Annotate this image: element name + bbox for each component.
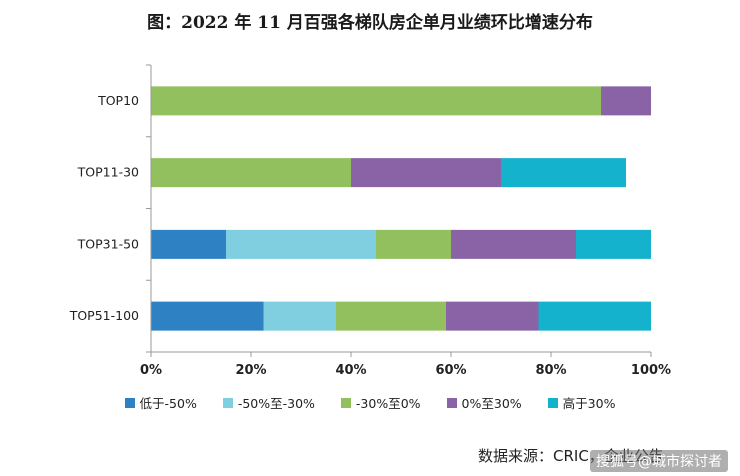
- legend-item-5: 高于30%: [547, 393, 616, 412]
- bar-segment-4-2: [263, 301, 336, 331]
- bar-segment-3-3: [376, 229, 451, 259]
- legend-swatch-5: [547, 397, 558, 408]
- x-tick-label-5: 80%: [535, 363, 566, 378]
- bar-segment-3-1: [151, 229, 226, 259]
- chart-plot: TOP10 TOP11-30 TOP31-50 TOP51-100 0% 20% 40% 60…: [69, 64, 671, 378]
- legend-label-2: -50%至-30%: [237, 396, 315, 411]
- legend: 低于-50% -50%至-30% -30%至0% 0%至30% 高于30%: [0, 393, 740, 412]
- legend-swatch-4: [446, 397, 457, 408]
- bar-segment-3-4: [451, 229, 576, 259]
- legend-swatch-3: [340, 397, 351, 408]
- chart-title: 图：2022 年 11 月百强各梯队房企单月业绩环比增速分布: [147, 13, 593, 33]
- bar-segment-3-5: [576, 229, 651, 259]
- bar-segment-1-3: [151, 86, 601, 116]
- category-label-2: TOP11-30: [77, 165, 139, 180]
- x-tick-label-2: 20%: [235, 363, 266, 378]
- bar-segment-4-3: [336, 301, 446, 331]
- bar-segment-4-5: [538, 301, 651, 331]
- legend-swatch-1: [124, 397, 135, 408]
- bar-segment-2-5: [501, 158, 626, 188]
- legend-item-3: -30%至0%: [340, 393, 421, 412]
- bar-segment-2-4: [351, 158, 501, 188]
- bar-segment-3-2: [226, 229, 376, 259]
- category-label-3: TOP31-50: [77, 236, 139, 251]
- legend-label-3: -30%至0%: [355, 396, 421, 411]
- x-tick-label-3: 40%: [335, 363, 366, 378]
- legend-item-1: 低于-50%: [124, 393, 197, 412]
- x-tick-label-4: 60%: [435, 363, 466, 378]
- bar-segment-1-4: [601, 86, 651, 116]
- legend-item-4: 0%至30%: [446, 393, 522, 412]
- category-label-1: TOP10: [97, 93, 139, 108]
- bar-segment-2-3: [151, 158, 351, 188]
- legend-label-4: 0%至30%: [461, 396, 522, 411]
- legend-label-5: 高于30%: [562, 396, 616, 411]
- x-tick-label-6: 100%: [631, 363, 671, 378]
- legend-label-1: 低于-50%: [139, 396, 197, 411]
- legend-swatch-2: [222, 397, 233, 408]
- category-label-4: TOP51-100: [69, 308, 139, 323]
- bar-segment-4-4: [446, 301, 539, 331]
- legend-item-2: -50%至-30%: [222, 393, 315, 412]
- watermark: 搜狐号@城市探讨者: [590, 450, 728, 472]
- x-tick-label-1: 0%: [140, 363, 162, 378]
- bar-segment-4-1: [151, 301, 264, 331]
